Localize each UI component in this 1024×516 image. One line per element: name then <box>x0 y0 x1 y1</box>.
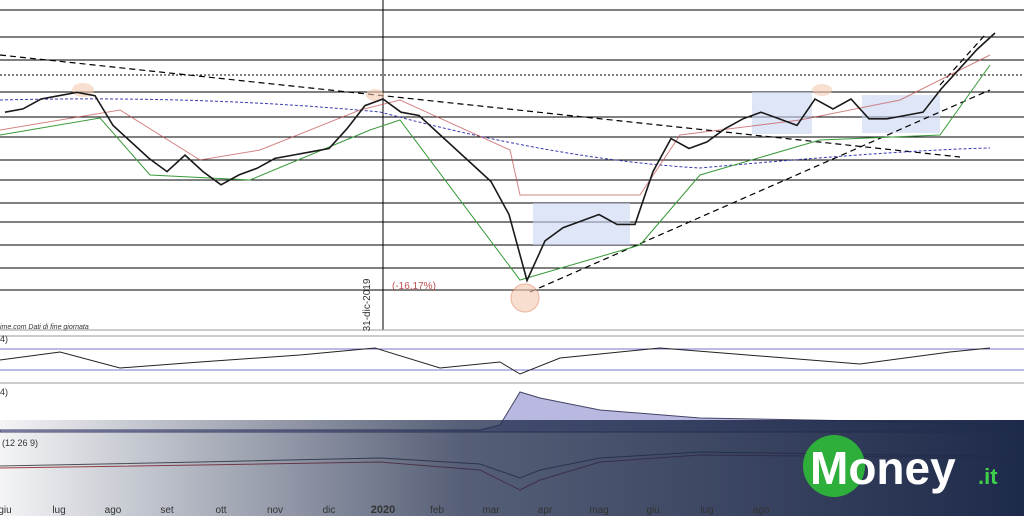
x-tick-label: giu <box>0 505 12 516</box>
logo: Money <box>810 442 956 494</box>
x-tick-label: ago <box>105 505 122 516</box>
zone <box>862 95 940 133</box>
change-annotation: (-16,17%) <box>392 281 436 292</box>
x-tick-label: ago <box>753 505 770 516</box>
price-line <box>4 32 996 283</box>
moving-average <box>0 98 991 169</box>
highlight <box>72 83 94 97</box>
levels <box>0 0 1024 331</box>
highlight <box>366 89 384 101</box>
panel-label: (12 26 9) <box>2 438 38 448</box>
x-tick-label: set <box>160 505 174 516</box>
x-tick-label: lug <box>52 505 65 516</box>
panel-label: 4) <box>0 334 8 344</box>
logo-suffix: .it <box>978 464 998 489</box>
x-tick-label: mar <box>482 505 500 516</box>
logo-mark <box>803 435 865 497</box>
trendline <box>529 89 991 293</box>
highlight <box>812 84 832 96</box>
x-tick-label: lug <box>700 505 713 516</box>
trendline <box>0 54 961 158</box>
x-tick-label: mag <box>589 505 608 516</box>
x-tick-label: nov <box>267 505 283 516</box>
x-tick-label: giu <box>646 505 659 516</box>
stop-line <box>0 64 991 281</box>
panel-label: 4) <box>0 387 8 397</box>
rsi-panel <box>0 335 1024 384</box>
x-tick-label: apr <box>538 505 553 516</box>
x-tick-label: 2020 <box>371 504 395 516</box>
source: ime.com Dati di fine giornata <box>0 324 89 331</box>
plot <box>4 32 996 283</box>
date-annotation: 31-dic-2019 <box>362 278 373 331</box>
x-tick-label: ott <box>215 505 226 516</box>
x-tick-label: feb <box>430 505 444 516</box>
highlight <box>510 283 540 313</box>
x-tick-label: dic <box>323 505 336 516</box>
